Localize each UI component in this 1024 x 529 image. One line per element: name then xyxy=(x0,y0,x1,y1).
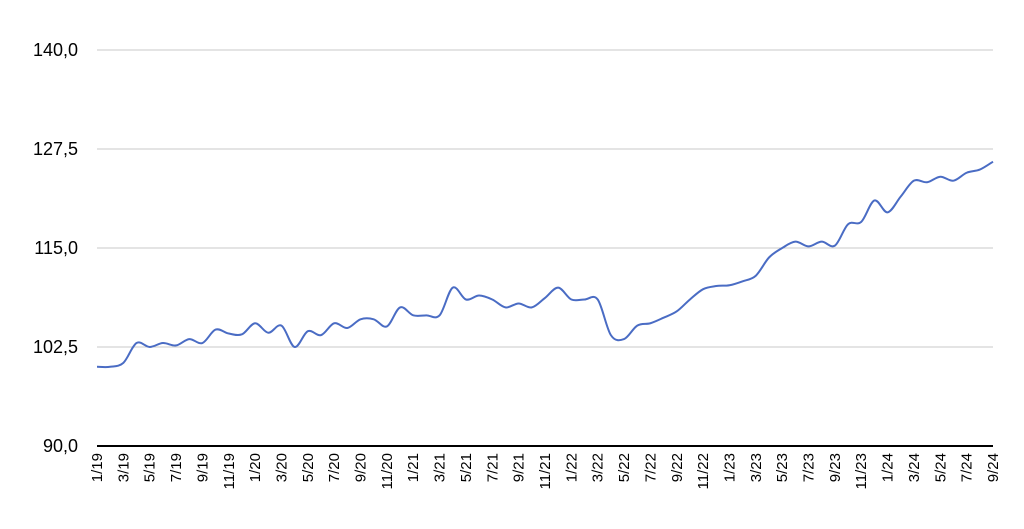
x-tick-label: 3/24 xyxy=(906,453,923,482)
x-tick-label: 1/20 xyxy=(247,453,264,482)
x-tick-label: 11/22 xyxy=(695,453,712,489)
y-tick-label: 140,0 xyxy=(33,40,78,60)
x-tick-label: 9/21 xyxy=(511,453,528,482)
x-tick-label: 3/20 xyxy=(273,453,290,482)
x-tick-label: 3/19 xyxy=(115,453,132,482)
y-tick-label: 115,0 xyxy=(34,238,78,258)
y-tick-label: 127,5 xyxy=(33,139,78,159)
x-tick-label: 5/20 xyxy=(300,453,317,482)
series-group xyxy=(96,160,994,369)
series-line xyxy=(96,160,994,369)
x-tick-label: 9/23 xyxy=(827,453,844,482)
x-tick-label: 1/22 xyxy=(563,453,580,482)
x-tick-label: 11/23 xyxy=(853,453,870,489)
x-tick-label: 9/19 xyxy=(194,453,211,482)
y-axis-ticks: 90,0 102,5 115,0 127,5 140,0 xyxy=(33,40,78,456)
x-tick-label: 7/20 xyxy=(326,453,343,482)
x-tick-label: 11/20 xyxy=(379,453,396,489)
x-tick-label: 7/19 xyxy=(168,453,185,482)
x-tick-label: 9/24 xyxy=(985,453,1002,482)
x-tick-label: 7/22 xyxy=(642,453,659,482)
x-tick-label: 5/24 xyxy=(932,453,949,482)
x-tick-label: 5/19 xyxy=(142,453,159,482)
x-tick-label: 1/19 xyxy=(89,453,106,482)
x-tick-label: 1/21 xyxy=(405,453,422,482)
x-tick-label: 9/20 xyxy=(353,453,370,482)
x-tick-label: 11/21 xyxy=(537,453,554,489)
y-tick-label: 102,5 xyxy=(33,337,78,357)
x-tick-label: 3/23 xyxy=(748,453,765,482)
x-tick-label: 7/21 xyxy=(484,453,501,482)
gridlines xyxy=(97,49,993,348)
x-axis-ticks: 1/19 3/19 5/19 7/19 9/19 11/19 1/20 3/20 5/20 7/2… xyxy=(89,453,1002,489)
x-tick-label: 1/24 xyxy=(880,453,897,482)
x-tick-label: 11/19 xyxy=(221,453,238,489)
y-tick-label: 90,0 xyxy=(43,436,78,456)
x-tick-label: 1/23 xyxy=(721,453,738,482)
x-tick-label: 7/24 xyxy=(959,453,976,482)
x-tick-label: 7/23 xyxy=(801,453,818,482)
x-tick-label: 9/22 xyxy=(669,453,686,482)
x-tick-label: 5/21 xyxy=(458,453,475,482)
x-tick-label: 5/22 xyxy=(616,453,633,482)
x-tick-label: 5/23 xyxy=(774,453,791,482)
x-tick-label: 3/21 xyxy=(432,453,449,482)
x-tick-label: 3/22 xyxy=(590,453,607,482)
